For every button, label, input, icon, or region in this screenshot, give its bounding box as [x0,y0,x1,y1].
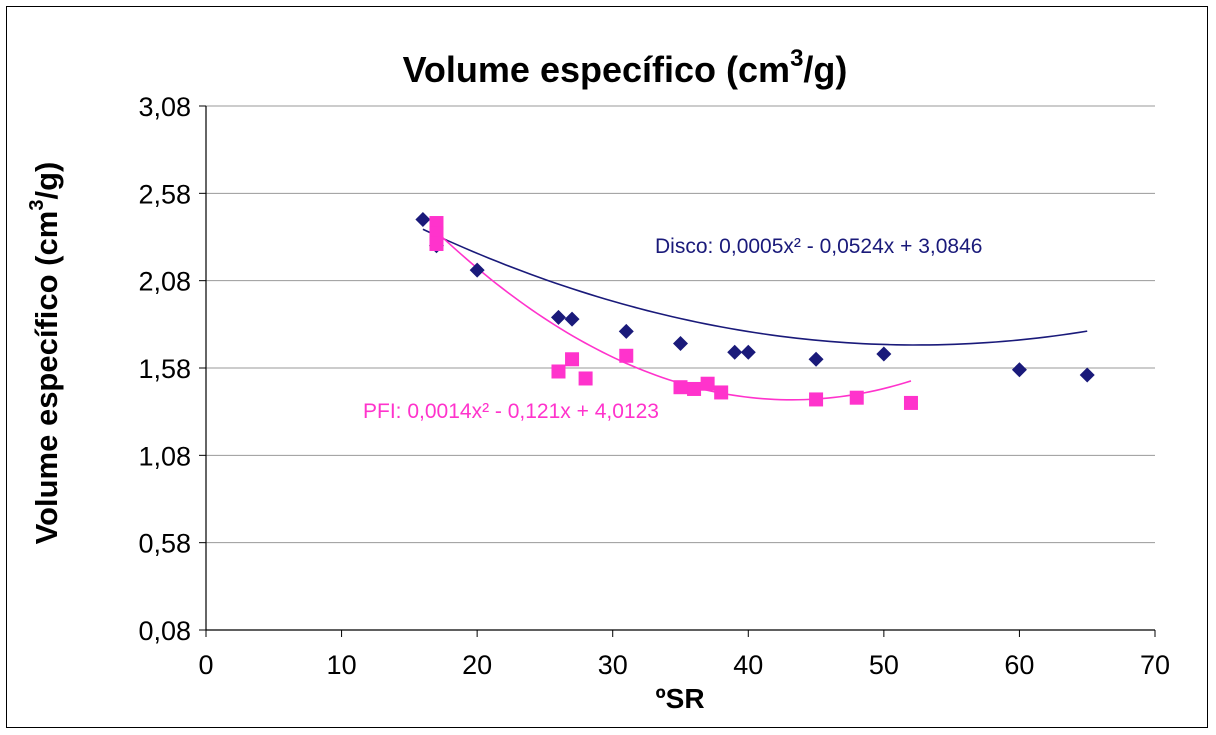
x-tick-label: 50 [869,650,899,680]
data-point-series-1 [415,212,431,228]
series-1-equation: Disco: 0,0005x² - 0,0524x + 3,0846 [655,235,982,258]
data-point-series-2 [551,364,566,379]
trendline-series-1 [422,228,1088,346]
x-tick-label: 40 [733,650,763,680]
data-points [415,212,1095,410]
data-point-series-1 [808,351,824,367]
y-axis-label-superscript: 3 [26,200,48,211]
series-2-equation: PFI: 0,0014x² - 0,121x + 4,0123 [363,400,659,423]
y-tick-label: 0,08 [138,616,191,646]
chart-title: Volume específico (cm3/g) [403,45,848,90]
x-tick-labels: 0 10 20 30 40 50 60 70 [198,650,1170,680]
data-point-series-1 [1011,362,1027,378]
data-point-series-2 [687,381,702,396]
x-tick-label: 10 [327,650,357,680]
y-tick-label: 2,08 [138,267,191,297]
data-point-series-1 [1079,367,1095,383]
y-tick-label: 2,58 [138,179,191,209]
data-point-series-2 [619,348,634,363]
data-point-series-2 [809,392,824,407]
data-point-series-1 [727,344,743,360]
data-point-series-2 [700,376,715,391]
y-axis-label: Volume específico (cm3/g) [26,162,64,545]
y-tick-labels: 0,08 0,58 1,08 1,58 2,08 2,58 3,08 [138,92,191,646]
grid-lines [206,105,1155,544]
data-point-series-2 [578,371,593,386]
data-point-series-1 [618,323,634,339]
data-point-series-2 [565,352,580,367]
data-point-series-2 [714,385,729,400]
axes [199,105,1156,637]
data-point-series-2 [673,380,688,395]
data-point-series-1 [876,346,892,362]
data-point-series-1 [550,309,566,325]
y-tick-label: 3,08 [138,92,191,122]
x-axis-label: ºSR [655,683,704,714]
x-tick-label: 60 [1004,650,1034,680]
data-point-series-1 [469,262,485,278]
data-point-series-2 [849,390,864,405]
y-tick-label: 1,08 [138,441,191,471]
data-point-series-1 [740,344,756,360]
y-tick-label: 0,58 [138,529,191,559]
data-point-series-1 [564,311,580,327]
x-tick-label: 30 [598,650,628,680]
chart-title-superscript: 3 [790,45,803,72]
data-point-series-2 [429,236,444,251]
data-point-series-2 [903,395,918,410]
x-tick-label: 0 [198,650,213,680]
y-tick-label: 1,58 [138,354,191,384]
data-point-series-1 [673,336,688,352]
x-tick-label: 70 [1140,650,1170,680]
x-tick-label: 20 [462,650,492,680]
